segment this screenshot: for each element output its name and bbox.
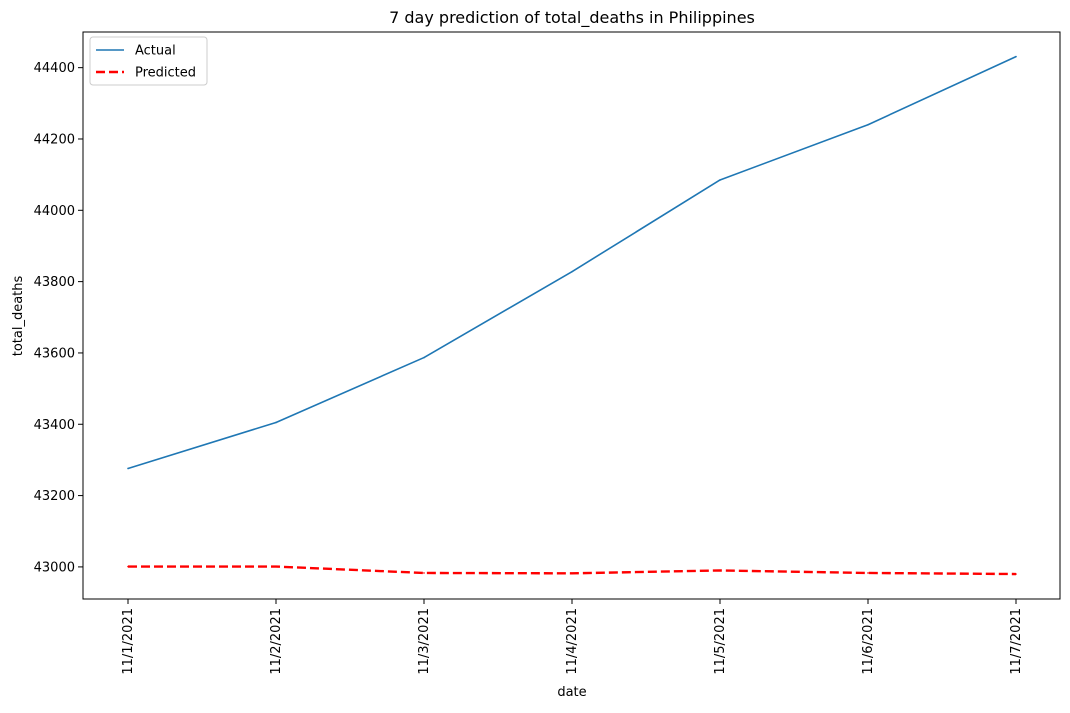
legend-box [89, 36, 208, 86]
y-axis-label: total_deaths [11, 276, 26, 357]
legend: Actual Predicted [89, 36, 208, 86]
x-tick-label: 11/1/2021 [121, 608, 136, 675]
x-tick-label: 11/2/2021 [269, 608, 284, 675]
data-point-actual [867, 123, 869, 126]
data-point-actual [127, 467, 129, 470]
legend-items: Actual Predicted [96, 44, 196, 81]
x-tick-label: 11/3/2021 [417, 608, 432, 675]
x-tick-label: 11/7/2021 [1009, 608, 1024, 675]
y-tick-label: 43000 [34, 560, 75, 575]
data-point-actual [275, 421, 277, 424]
x-tick-label: 11/5/2021 [713, 608, 728, 675]
data-point-predicted [719, 569, 721, 572]
data-point-actual [1015, 55, 1017, 58]
x-axis-ticks: 11/1/2021 11/2/2021 11/3/2021 11/4/2021 11/5… [121, 599, 1024, 675]
y-tick-label: 44400 [34, 61, 75, 76]
y-tick-label: 43400 [34, 418, 75, 433]
plot-frame [82, 31, 1061, 600]
x-axis-label: date [557, 685, 586, 700]
y-tick-label: 43600 [34, 346, 75, 361]
data-point-predicted [571, 572, 573, 575]
chart-title: 7 day prediction of total_deaths in Phil… [389, 8, 755, 28]
x-tick-label: 11/6/2021 [861, 608, 876, 675]
series-layer [127, 55, 1017, 576]
data-point-predicted [867, 572, 869, 574]
series-line-actual [127, 55, 1017, 470]
data-point-actual [571, 270, 573, 273]
y-tick-label: 44000 [34, 204, 75, 219]
data-point-actual [719, 179, 721, 181]
data-point-predicted [275, 565, 277, 568]
y-axis-ticks: 43000 43200 43400 43600 43800 44000 44200 44400 [34, 61, 83, 575]
plot-area: 11/1/2021 11/2/2021 11/3/2021 11/4/2021 11/5… [34, 31, 1061, 675]
data-point-predicted [1015, 573, 1017, 575]
data-point-actual [423, 356, 425, 359]
y-tick-label: 44200 [34, 132, 75, 147]
x-tick-label: 11/4/2021 [565, 608, 580, 675]
data-point-predicted [127, 565, 129, 568]
y-tick-label: 43200 [34, 489, 75, 504]
legend-label-predicted: Predicted [135, 66, 196, 81]
legend-label-actual: Actual [135, 44, 176, 59]
y-tick-label: 43800 [34, 275, 75, 290]
data-point-predicted [423, 572, 425, 574]
